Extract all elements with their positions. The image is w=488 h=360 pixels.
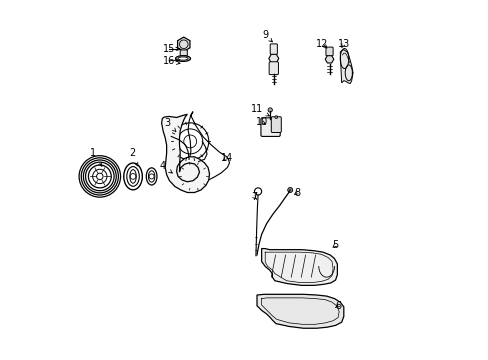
Text: 9: 9 <box>262 30 272 42</box>
Text: 14: 14 <box>220 153 232 163</box>
Text: 5: 5 <box>332 240 338 250</box>
Text: 3: 3 <box>164 118 176 132</box>
Text: 12: 12 <box>316 39 328 49</box>
Polygon shape <box>177 37 189 51</box>
Text: 1: 1 <box>89 148 102 166</box>
Ellipse shape <box>178 57 188 60</box>
Polygon shape <box>268 54 278 63</box>
Text: 13: 13 <box>337 39 349 49</box>
Circle shape <box>287 188 292 193</box>
Text: 7: 7 <box>251 192 257 202</box>
Circle shape <box>267 108 272 112</box>
Text: 8: 8 <box>294 188 300 198</box>
Text: 15: 15 <box>163 44 180 54</box>
FancyBboxPatch shape <box>325 47 332 56</box>
Polygon shape <box>261 249 337 285</box>
Polygon shape <box>162 114 209 193</box>
Polygon shape <box>340 50 352 84</box>
Text: 6: 6 <box>334 301 341 311</box>
FancyBboxPatch shape <box>268 62 278 75</box>
Text: 11: 11 <box>250 104 269 116</box>
Text: 10: 10 <box>255 117 267 127</box>
FancyBboxPatch shape <box>270 44 277 54</box>
Text: 4: 4 <box>160 161 172 173</box>
Circle shape <box>274 116 277 118</box>
Ellipse shape <box>175 56 190 62</box>
FancyBboxPatch shape <box>271 117 281 132</box>
Polygon shape <box>257 294 343 328</box>
Polygon shape <box>325 55 333 63</box>
FancyBboxPatch shape <box>180 50 187 56</box>
Text: 2: 2 <box>128 148 138 166</box>
FancyBboxPatch shape <box>261 118 280 136</box>
Text: 16: 16 <box>163 57 180 66</box>
